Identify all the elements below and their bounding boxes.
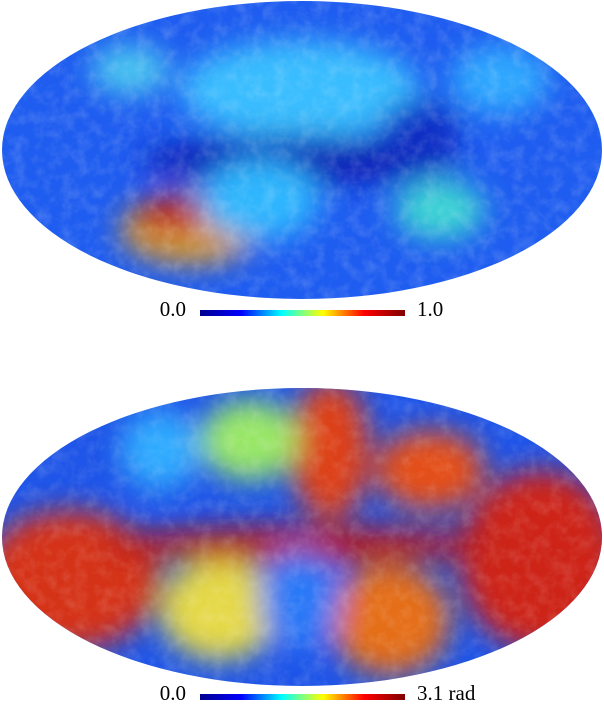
colorbar-label: 3.1 rad bbox=[417, 681, 476, 705]
colorbar bbox=[200, 694, 405, 700]
colorbar-label: 0.0 bbox=[160, 297, 186, 321]
sky-map-2 bbox=[2, 388, 602, 686]
colorbar bbox=[200, 310, 405, 316]
sky-map-1 bbox=[2, 1, 602, 299]
colorbar-label: 1.0 bbox=[417, 297, 443, 321]
colorbar-label: 0.0 bbox=[160, 681, 186, 705]
